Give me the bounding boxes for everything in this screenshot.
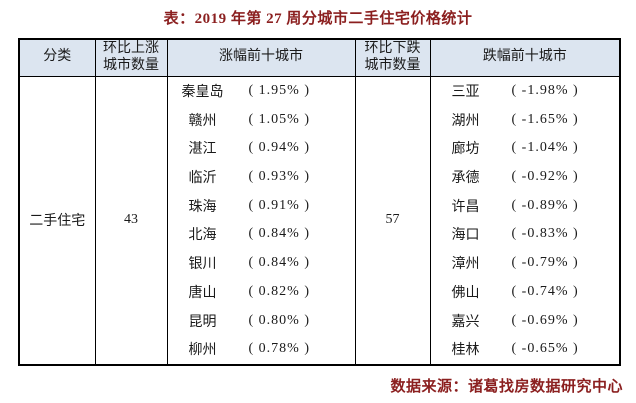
city-name: 赣州: [188, 113, 217, 129]
gainer-row: 柳州 ( 0.78% ): [168, 335, 355, 364]
change-value: ( 0.82% ): [248, 283, 310, 299]
change-value: ( -0.69% ): [511, 312, 579, 328]
change-value: ( 0.80% ): [248, 312, 310, 328]
change-value: ( -1.98% ): [511, 82, 579, 98]
gainers-list: 秦皇岛 ( 1.95% ) 赣州 ( 1.05% ) 湛江 ( 0.94% ) 临沂 (…: [168, 77, 355, 364]
decliner-row: 湖州 ( -1.65% ): [431, 105, 620, 134]
change-value: ( -0.79% ): [511, 255, 579, 271]
change-value: ( -0.89% ): [511, 197, 579, 213]
city-name: 唐山: [188, 285, 217, 301]
city-name: 北海: [188, 228, 217, 244]
change-value: ( 1.05% ): [248, 111, 310, 127]
city-name: 桂林: [451, 343, 480, 359]
gainer-row: 赣州 ( 1.05% ): [168, 105, 355, 134]
header-down-count: 环比下跌 城市数量: [354, 38, 431, 77]
page-title: 表：2019 年第 27 周分城市二手住宅价格统计: [163, 11, 473, 27]
city-name: 佛山: [451, 285, 480, 301]
top-decliners-cell: 三亚 ( -1.98% ) 湖州 ( -1.65% ) 廊坊 ( -1.04% ) 承…: [429, 75, 621, 366]
city-name: 三亚: [451, 84, 480, 100]
city-name: 廊坊: [451, 142, 480, 158]
down-count-cell: 57: [354, 75, 431, 366]
change-value: ( -1.04% ): [511, 140, 579, 156]
change-value: ( 0.84% ): [248, 226, 310, 242]
change-value: ( 0.91% ): [248, 197, 310, 213]
city-name: 珠海: [188, 199, 217, 215]
change-value: ( -0.65% ): [511, 341, 579, 357]
header-category: 分类: [18, 38, 96, 77]
decliners-list: 三亚 ( -1.98% ) 湖州 ( -1.65% ) 廊坊 ( -1.04% ) 承…: [431, 77, 620, 364]
city-name: 秦皇岛: [181, 84, 224, 100]
decliner-row: 海口 ( -0.83% ): [431, 220, 620, 249]
city-name: 柳州: [188, 343, 217, 359]
decliner-row: 承德 ( -0.92% ): [431, 163, 620, 192]
header-row: 分类 环比上涨 城市数量 涨幅前十城市 环比下跌 城市数量 跌幅前十城市: [18, 38, 621, 77]
city-name: 嘉兴: [451, 314, 480, 330]
city-name: 海口: [451, 228, 480, 244]
change-value: ( 0.94% ): [248, 140, 310, 156]
decliner-row: 漳州 ( -0.79% ): [431, 249, 620, 278]
change-value: ( 1.95% ): [248, 82, 310, 98]
data-row: 二手住宅 43 秦皇岛 ( 1.95% ) 赣州 ( 1.05% ) 湛江 ( 0.9…: [18, 75, 621, 366]
gainer-row: 银川 ( 0.84% ): [168, 249, 355, 278]
decliner-row: 桂林 ( -0.65% ): [431, 335, 620, 364]
price-stats-table: 分类 环比上涨 城市数量 涨幅前十城市 环比下跌 城市数量 跌幅前十城市 二手住…: [18, 38, 621, 366]
gainer-row: 临沂 ( 0.93% ): [168, 163, 355, 192]
decliner-row: 嘉兴 ( -0.69% ): [431, 306, 620, 335]
top-gainers-cell: 秦皇岛 ( 1.95% ) 赣州 ( 1.05% ) 湛江 ( 0.94% ) 临沂 (…: [166, 75, 356, 366]
city-name: 临沂: [188, 171, 217, 187]
gainer-row: 秦皇岛 ( 1.95% ): [168, 77, 355, 106]
header-top-gainers: 涨幅前十城市: [166, 38, 356, 77]
city-name: 承德: [451, 171, 480, 187]
city-name: 许昌: [451, 199, 480, 215]
city-name: 银川: [188, 257, 217, 273]
gainer-row: 昆明 ( 0.80% ): [168, 306, 355, 335]
city-name: 漳州: [451, 257, 480, 273]
gainer-row: 珠海 ( 0.91% ): [168, 191, 355, 220]
decliner-row: 佛山 ( -0.74% ): [431, 278, 620, 307]
header-up-count: 环比上涨 城市数量: [94, 38, 168, 77]
change-value: ( -0.83% ): [511, 226, 579, 242]
decliner-row: 三亚 ( -1.98% ): [431, 77, 620, 106]
change-value: ( 0.78% ): [248, 341, 310, 357]
decliner-row: 许昌 ( -0.89% ): [431, 191, 620, 220]
category-cell: 二手住宅: [18, 75, 96, 366]
city-name: 湛江: [188, 142, 217, 158]
up-count-cell: 43: [94, 75, 168, 366]
change-value: ( -1.65% ): [511, 111, 579, 127]
header-top-decliners: 跌幅前十城市: [429, 38, 621, 77]
change-value: ( 0.84% ): [248, 255, 310, 271]
city-name: 湖州: [451, 113, 480, 129]
city-name: 昆明: [188, 314, 217, 330]
gainer-row: 湛江 ( 0.94% ): [168, 134, 355, 163]
change-value: ( 0.93% ): [248, 169, 310, 185]
data-source-note: 数据来源：诸葛找房数据研究中心: [390, 379, 623, 395]
change-value: ( -0.74% ): [511, 283, 579, 299]
gainer-row: 北海 ( 0.84% ): [168, 220, 355, 249]
decliner-row: 廊坊 ( -1.04% ): [431, 134, 620, 163]
gainer-row: 唐山 ( 0.82% ): [168, 278, 355, 307]
change-value: ( -0.92% ): [511, 169, 579, 185]
